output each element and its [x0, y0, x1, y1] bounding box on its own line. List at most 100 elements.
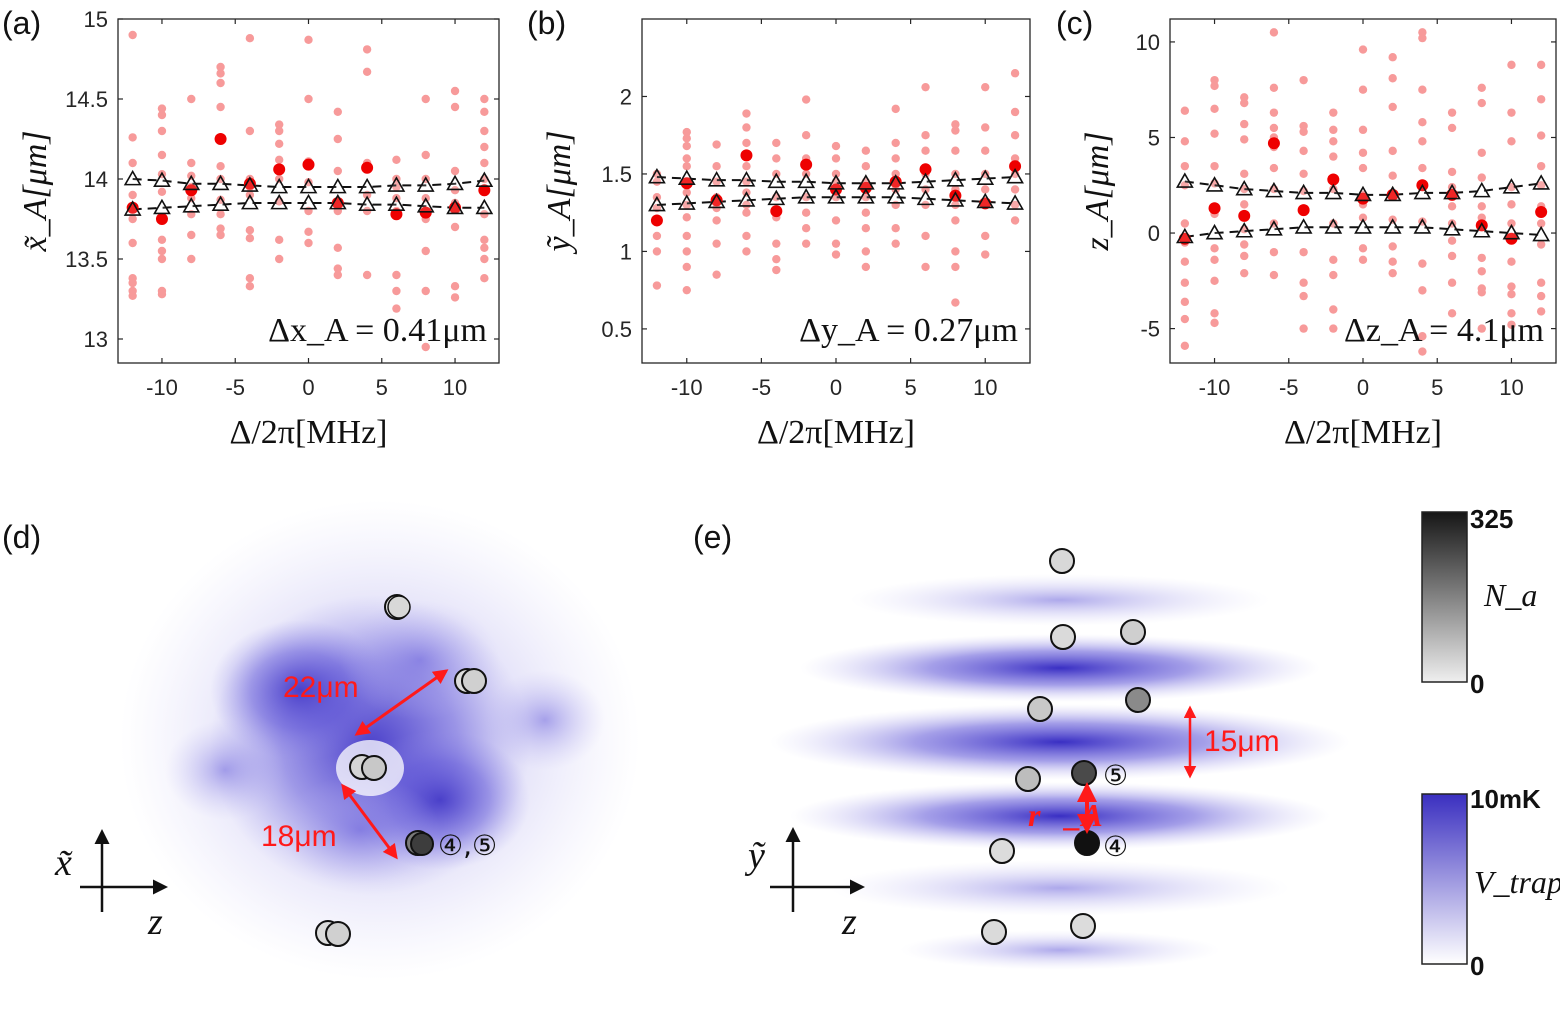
shot-point	[1477, 253, 1486, 263]
shot-point	[216, 210, 225, 219]
shot-point	[216, 224, 225, 233]
fit-triangle-marker	[1532, 174, 1551, 190]
atoms-e	[981, 548, 1151, 945]
shot-point	[245, 226, 255, 235]
fit-triangle-marker	[737, 191, 756, 207]
shot-point	[1299, 75, 1308, 85]
shot-point	[981, 123, 990, 132]
y-tick-label: 2	[620, 84, 632, 109]
shot-point	[682, 188, 691, 197]
shot-point	[480, 126, 489, 136]
fit-triangle-marker	[270, 177, 289, 194]
fit-triangle-marker	[1443, 183, 1461, 200]
shot-point	[245, 234, 255, 243]
fit-triangle-marker	[475, 171, 494, 188]
shot-point	[157, 254, 167, 264]
shot-point	[891, 154, 900, 163]
fit-triangle-marker	[446, 174, 464, 191]
colorbar-v-max: 10mK	[1470, 784, 1541, 814]
y-tick-label: -5	[1140, 317, 1160, 342]
shot-point	[157, 290, 167, 299]
shot-point	[682, 285, 691, 295]
shot-point	[392, 155, 401, 164]
shot-point	[1536, 307, 1546, 316]
fit-triangle-marker	[153, 171, 171, 188]
fit-triangle-marker	[1324, 183, 1343, 200]
delta-annotation: Δy_A = 0.27μm	[799, 312, 1018, 349]
shot-point	[245, 282, 255, 291]
shot-point	[1299, 127, 1308, 136]
shot-point	[1477, 83, 1486, 93]
shot-point	[1477, 148, 1486, 157]
shot-point	[981, 146, 990, 155]
shot-point	[128, 214, 137, 224]
fit-triangle-marker	[976, 169, 995, 186]
shot-point	[1507, 309, 1516, 318]
shot-point	[1240, 98, 1249, 108]
shot-point	[951, 126, 960, 135]
shot-point	[742, 138, 751, 148]
mean-point	[1009, 160, 1022, 173]
shot-point	[831, 141, 841, 151]
fit-triangle-marker	[475, 198, 494, 215]
shot-point	[450, 293, 460, 302]
shot-point	[1418, 118, 1427, 127]
shot-point	[1329, 255, 1338, 264]
shot-point	[1447, 167, 1457, 177]
shot-point	[1210, 81, 1219, 91]
shot-point	[362, 270, 372, 280]
fit-triangle-marker	[241, 193, 259, 210]
shot-point	[128, 133, 137, 142]
x-axis-label: Δ/2π[MHz]	[230, 414, 388, 451]
shot-point	[1507, 60, 1516, 70]
fit-triangle-marker	[856, 188, 875, 204]
axes-indicator-d: x̃ z	[54, 829, 168, 943]
fit-triangle-marker	[446, 198, 464, 215]
trap-potential-e	[770, 574, 1350, 970]
y-tick-label: 1.5	[601, 162, 632, 187]
fit-lower-line	[132, 202, 485, 211]
trap-potential-d	[120, 500, 640, 980]
fit-triangle-marker	[1502, 178, 1521, 194]
shot-point	[921, 131, 930, 140]
shot-point	[1536, 240, 1546, 249]
shot-point	[1536, 161, 1546, 171]
spacing-label-15: 15μm	[1204, 725, 1280, 758]
shot-point	[1388, 53, 1397, 62]
shot-point	[1536, 291, 1546, 301]
fit-triangle-marker	[1324, 218, 1343, 234]
shot-point	[652, 231, 662, 241]
shot-point	[1477, 173, 1486, 182]
mean-point	[1297, 204, 1310, 217]
shot-point	[1507, 200, 1516, 209]
x-tick-label: -5	[1279, 375, 1299, 400]
shot-point	[652, 281, 662, 290]
mean-point	[680, 177, 693, 190]
colorbar-na-label: N_a	[1483, 577, 1537, 613]
fit-triangle-marker	[886, 188, 905, 204]
fit-triangle-marker	[270, 193, 289, 210]
shot-point	[1418, 137, 1427, 146]
fit-triangle-marker	[182, 197, 201, 213]
fit-triangle-marker	[1383, 185, 1402, 202]
shot-point	[1299, 146, 1308, 156]
shot-point	[1269, 123, 1279, 133]
shot-point	[652, 247, 662, 256]
fit-triangle-marker	[1265, 181, 1283, 198]
axis-label-z-d: z	[147, 901, 163, 943]
shot-point	[216, 69, 225, 78]
fit-triangle-marker	[767, 189, 786, 206]
shot-point	[981, 82, 990, 92]
shot-point	[891, 239, 900, 248]
mean-point	[126, 201, 139, 214]
shot-point	[712, 239, 721, 248]
mean-point	[302, 158, 315, 171]
shot-point	[1210, 104, 1219, 114]
fit-triangle-marker	[182, 174, 201, 191]
fit-triangle-marker	[1532, 225, 1551, 242]
shot-point	[274, 120, 284, 129]
fit-triangle-marker	[677, 169, 696, 186]
shot-point	[682, 247, 691, 256]
fit-triangle-marker	[211, 195, 230, 212]
mean-point	[390, 208, 403, 221]
